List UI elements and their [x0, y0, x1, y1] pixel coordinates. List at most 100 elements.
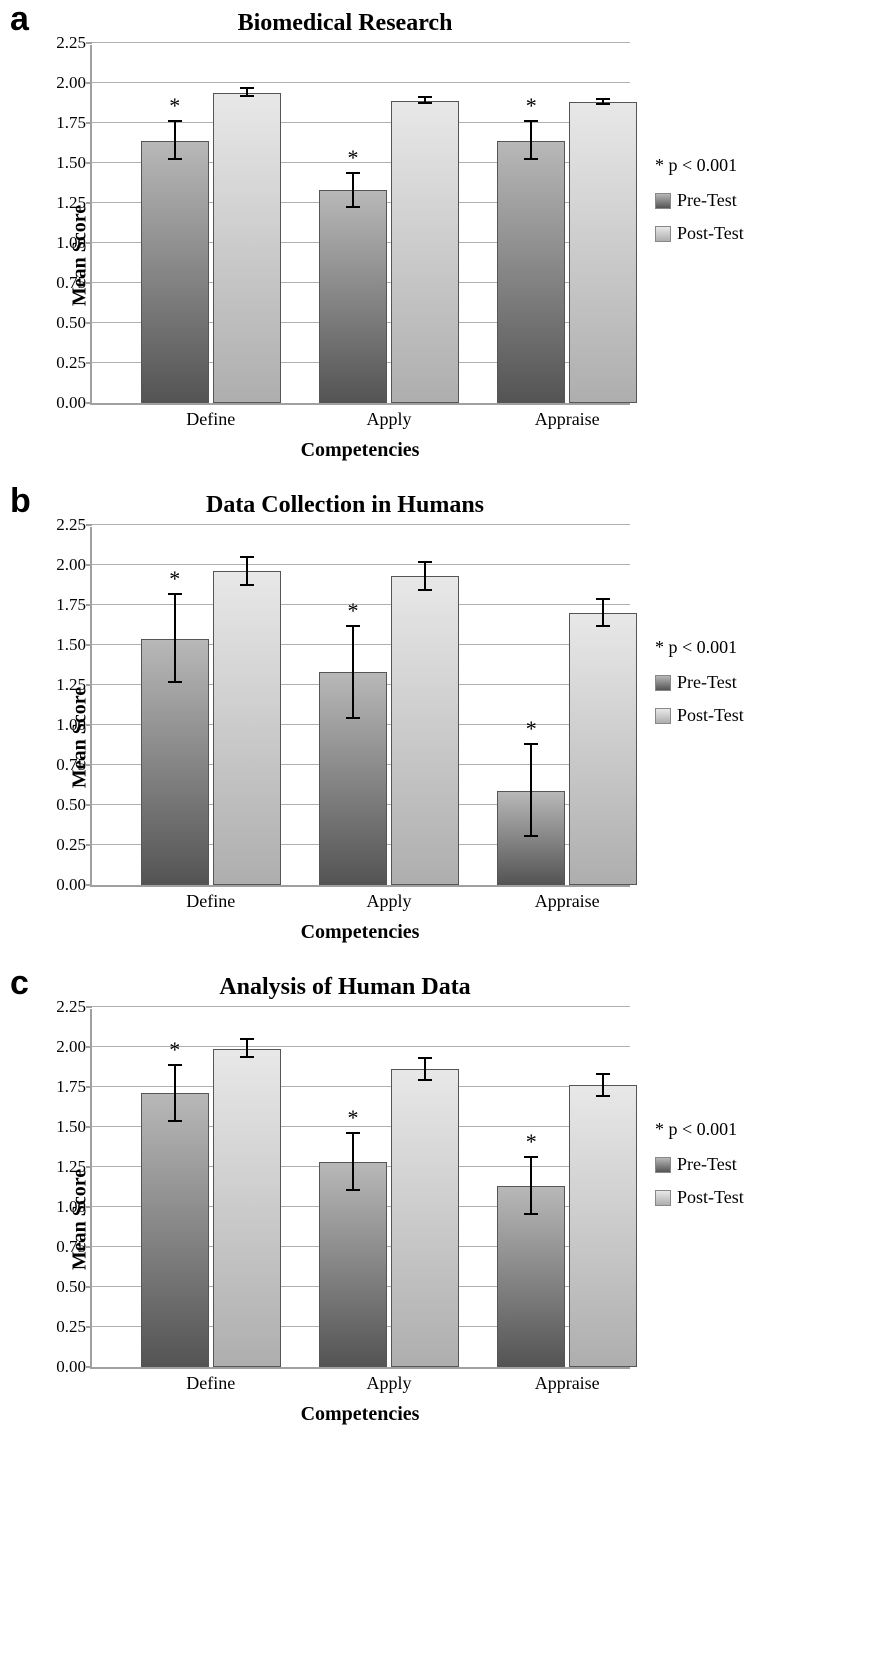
legend-swatch-post: [655, 1190, 671, 1206]
errorbar-cap: [524, 743, 538, 745]
errorbar-cap: [346, 206, 360, 208]
errorbar: [174, 1065, 176, 1123]
errorbar-cap: [524, 158, 538, 160]
ytick-label: 1.50: [56, 635, 92, 655]
ytick-label: 1.25: [56, 193, 92, 213]
gridline: [92, 1006, 630, 1007]
errorbar: [424, 1058, 426, 1080]
bar-pre: [319, 190, 387, 403]
errorbar-cap: [596, 103, 610, 105]
legend-swatch-pre: [655, 193, 671, 209]
ytick-label: 1.25: [56, 675, 92, 695]
legend-item-pre: Pre-Test: [655, 1154, 744, 1175]
legend-swatch-pre: [655, 675, 671, 691]
legend-sig: * p < 0.001: [655, 1119, 744, 1140]
errorbar-cap: [346, 1189, 360, 1191]
sig-marker: *: [348, 145, 359, 171]
errorbar-cap: [346, 625, 360, 627]
legend: * p < 0.001Pre-TestPost-Test: [655, 155, 744, 256]
errorbar-cap: [168, 120, 182, 122]
panel-c: cAnalysis of Human DataMean Score0.000.2…: [20, 974, 874, 1426]
errorbar-cap: [240, 1056, 254, 1058]
errorbar: [530, 121, 532, 159]
legend: * p < 0.001Pre-TestPost-Test: [655, 637, 744, 738]
errorbar-cap: [168, 593, 182, 595]
bar-pre: [497, 141, 565, 403]
plot-c: 0.000.250.500.751.001.251.501.752.002.25…: [90, 1009, 630, 1369]
errorbar-cap: [596, 1095, 610, 1097]
errorbar-cap: [596, 98, 610, 100]
bar-pre: [141, 1093, 209, 1367]
legend-item-pre: Pre-Test: [655, 190, 744, 211]
bar-pre: [141, 141, 209, 403]
errorbar: [246, 557, 248, 586]
ytick-label: 0.25: [56, 353, 92, 373]
legend-item-post: Post-Test: [655, 705, 744, 726]
errorbar-cap: [524, 1156, 538, 1158]
chart-area: Mean Score0.000.250.500.751.001.251.501.…: [90, 1009, 630, 1426]
x-axis-label: Competencies: [90, 439, 630, 462]
ytick-label: 1.50: [56, 1117, 92, 1137]
errorbar-cap: [240, 87, 254, 89]
errorbar: [174, 121, 176, 159]
ytick-label: 1.00: [56, 1197, 92, 1217]
sig-marker: *: [169, 566, 180, 592]
y-axis-label: Mean Score: [69, 195, 92, 315]
chart-area: Mean Score0.000.250.500.751.001.251.501.…: [90, 527, 630, 944]
ytick-label: 1.25: [56, 1157, 92, 1177]
errorbar-cap: [240, 556, 254, 558]
sig-marker: *: [526, 716, 537, 742]
sig-marker: *: [169, 93, 180, 119]
errorbar: [352, 173, 354, 208]
ytick-label: 1.75: [56, 113, 92, 133]
legend-sig: * p < 0.001: [655, 637, 744, 658]
gridline: [92, 524, 630, 525]
ytick-label: 2.25: [56, 33, 92, 53]
sig-marker: *: [169, 1037, 180, 1063]
errorbar: [530, 1157, 532, 1215]
errorbar-cap: [418, 1057, 432, 1059]
bar-post: [569, 1085, 637, 1367]
bar-post: [213, 93, 281, 403]
y-axis-label: Mean Score: [69, 1159, 92, 1279]
errorbar-cap: [596, 1073, 610, 1075]
ytick-label: 0.50: [56, 313, 92, 333]
errorbar: [602, 599, 604, 628]
sig-marker: *: [526, 1129, 537, 1155]
bar-post: [213, 571, 281, 885]
bar-post: [391, 1069, 459, 1367]
errorbar: [602, 1074, 604, 1096]
errorbar: [530, 744, 532, 837]
errorbar-cap: [524, 835, 538, 837]
ytick-label: 0.00: [56, 875, 92, 895]
errorbar-cap: [524, 120, 538, 122]
sig-marker: *: [348, 598, 359, 624]
legend-label-pre: Pre-Test: [677, 1154, 737, 1175]
sig-marker: *: [526, 93, 537, 119]
legend-label-post: Post-Test: [677, 705, 744, 726]
errorbar-cap: [168, 1120, 182, 1122]
legend-label-post: Post-Test: [677, 1187, 744, 1208]
chart-row: Mean Score0.000.250.500.751.001.251.501.…: [20, 1009, 874, 1426]
ytick-label: 0.50: [56, 1277, 92, 1297]
sig-marker: *: [348, 1105, 359, 1131]
errorbar-cap: [168, 158, 182, 160]
panel-label: b: [10, 482, 31, 521]
bar-post: [569, 613, 637, 885]
ytick-label: 2.25: [56, 515, 92, 535]
gridline: [92, 82, 630, 83]
legend-swatch-pre: [655, 1157, 671, 1173]
legend: * p < 0.001 Pre-Test Post-Test: [655, 1119, 744, 1220]
errorbar-cap: [168, 681, 182, 683]
bar-pre: [319, 1162, 387, 1367]
ytick-label: 2.00: [56, 555, 92, 575]
plot-a: 0.000.250.500.751.001.251.501.752.002.25…: [90, 45, 630, 405]
xtick-label: Appraise: [535, 403, 600, 430]
errorbar-cap: [418, 1079, 432, 1081]
x-axis-label: Competencies: [90, 921, 630, 944]
legend-item-post: Post-Test: [655, 1187, 744, 1208]
errorbar-cap: [346, 172, 360, 174]
ytick-label: 1.75: [56, 1077, 92, 1097]
errorbar: [424, 562, 426, 591]
errorbar-cap: [168, 1064, 182, 1066]
